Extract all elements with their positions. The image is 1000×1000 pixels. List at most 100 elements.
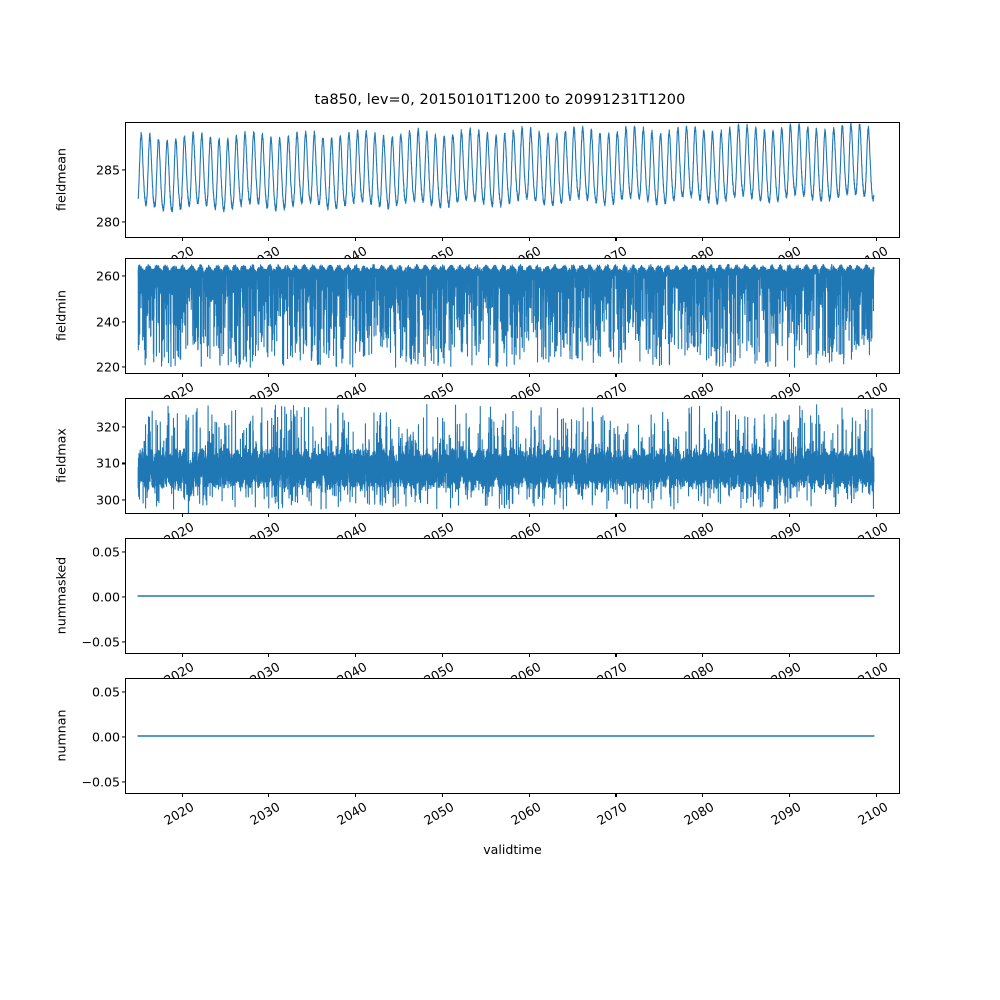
plot-area-fieldmean [126,123,899,237]
y-tick-mark [121,551,126,553]
series-line-nummasked [137,595,875,597]
series-line-numnan [137,735,875,737]
x-tick-mark [789,373,791,378]
subplot-fieldmean: fieldmean2802852020203020402050206020702… [54,122,900,272]
x-tick-mark [268,653,270,658]
x-tick-label: 2090 [768,799,804,829]
y-tick-mark [121,736,126,738]
x-tick-mark [528,373,530,378]
x-tick-label: 2050 [421,799,457,829]
plot-area-fieldmax [126,399,899,513]
y-axis-label-numnan: numnan [53,709,69,762]
x-tick-mark [355,513,357,518]
x-tick-mark [528,513,530,518]
x-tick-mark [702,373,704,378]
x-tick-label: 2070 [594,799,630,829]
x-tick-mark [615,653,617,658]
y-tick-mark [121,596,126,598]
y-tick-mark [121,462,126,464]
x-tick-mark [875,793,877,798]
y-tick-label: 310 [95,455,120,471]
x-tick-label: 2080 [681,799,717,829]
y-axis-label-fieldmin: fieldmin [53,290,69,341]
y-tick-label: 240 [95,314,120,330]
x-tick-mark [528,237,530,242]
x-tick-mark [181,793,183,798]
y-tick-label: 280 [95,214,120,230]
x-tick-mark [702,653,704,658]
subplot-fieldmin: fieldmin 220 240 260 2020 2030 2040 2050 2060 207… [54,258,900,408]
x-tick-label: 2100 [855,799,891,829]
x-tick-mark [702,513,704,518]
x-tick-mark [355,793,357,798]
y-tick-label: 320 [95,419,120,435]
x-tick-mark [268,237,270,242]
y-axis-label-nummasked: nummasked [53,556,69,635]
x-tick-mark [441,373,443,378]
y-tick-label: 260 [95,268,120,284]
x-tick-mark [702,793,704,798]
y-tick-label: 0.00 [91,729,120,745]
x-tick-mark [355,373,357,378]
x-tick-mark [268,373,270,378]
figure-title: ta850, lev=0, 20150101T1200 to 20991231T… [314,92,686,108]
x-tick-mark [789,237,791,242]
x-tick-mark [355,653,357,658]
subplot-nummasked: nummasked −0.05 0.00 0.05 2020 2030 2040 2050 20… [54,538,900,688]
y-tick-label: 0.05 [91,544,120,560]
x-tick-mark [441,237,443,242]
x-tick-label: 2040 [334,799,370,829]
x-tick-mark [528,793,530,798]
x-tick-mark [181,653,183,658]
y-tick-label: 220 [95,359,120,375]
series-line-fieldmax [137,403,875,513]
y-tick-mark [121,499,126,501]
x-tick-mark [355,237,357,242]
x-tick-mark [702,237,704,242]
y-tick-mark [121,169,126,171]
y-tick-mark [121,366,126,368]
x-tick-mark [268,513,270,518]
plot-area-numnan [126,679,899,793]
y-tick-mark [121,275,126,277]
x-tick-mark [441,653,443,658]
y-tick-label: −0.05 [81,634,120,650]
x-tick-mark [268,793,270,798]
y-tick-label: 0.05 [91,684,120,700]
y-axis-label-fieldmean: fieldmean [53,148,69,211]
x-tick-mark [615,793,617,798]
x-tick-label: 2020 [160,799,197,829]
x-tick-mark [615,513,617,518]
x-tick-mark [789,653,791,658]
plot-area-fieldmin [126,259,899,373]
x-tick-mark [875,237,877,242]
x-tick-mark [615,237,617,242]
subplot-numnan: numnan −0.05 0.00 0.05 2020 2030 2040 2050 2060 2… [54,678,900,828]
subplot-fieldmax: fieldmax 300 310 320 2020 2030 2040 2050 2060 207… [54,398,900,548]
x-tick-mark [181,513,183,518]
y-axis-label-fieldmax: fieldmax [53,428,69,483]
x-tick-mark [875,653,877,658]
y-tick-mark [121,641,126,643]
series-line-fieldmin [137,264,875,368]
y-tick-mark [121,691,126,693]
y-tick-mark [121,781,126,783]
y-tick-label: 300 [95,492,120,508]
x-tick-mark [528,653,530,658]
x-tick-mark [615,373,617,378]
x-tick-mark [441,793,443,798]
y-tick-mark [121,321,126,323]
x-tick-mark [181,237,183,242]
x-tick-mark [875,513,877,518]
y-tick-mark [121,221,126,223]
x-tick-label: 2060 [507,799,544,829]
x-tick-mark [789,793,791,798]
x-tick-mark [181,373,183,378]
y-tick-label: −0.05 [81,774,120,790]
x-axis-label: validtime [483,842,542,857]
y-tick-label: 0.00 [91,589,120,605]
y-tick-mark [121,426,126,428]
x-tick-label: 2030 [247,799,283,829]
x-tick-mark [789,513,791,518]
